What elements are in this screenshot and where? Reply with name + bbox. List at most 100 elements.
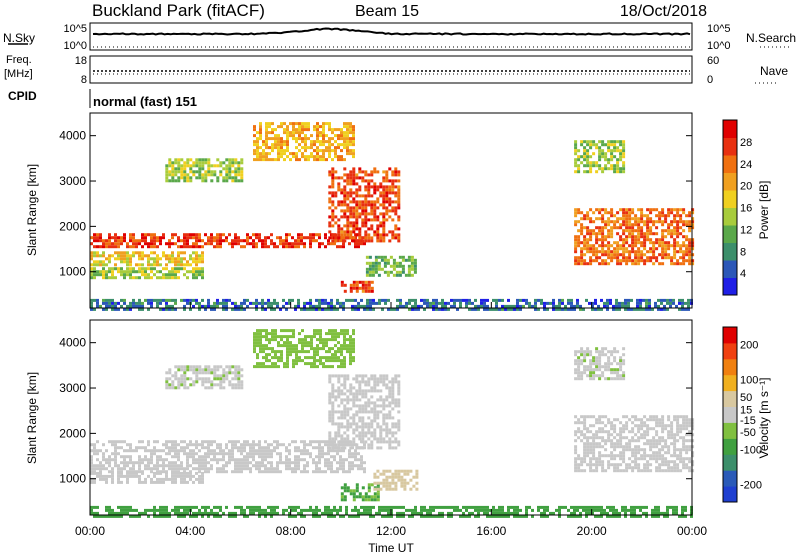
freq-label-line2: [MHz] xyxy=(4,68,33,80)
power-cbar-cell xyxy=(723,120,737,138)
velocity-cbar-tick: -15 xyxy=(740,415,756,427)
cpid-mode: normal (fast) 151 xyxy=(93,94,197,109)
power-region-0 xyxy=(90,233,366,249)
power-region-9 xyxy=(574,140,626,174)
velocity-data xyxy=(90,329,695,518)
power-cbar-tick: 24 xyxy=(740,159,752,171)
power-cbar-cell xyxy=(723,277,737,296)
power-cbar-cell xyxy=(723,225,737,243)
freq-panel: Freq. [MHz] 18 8 60 0 Nave xyxy=(4,54,788,86)
power-cbar-tick: 20 xyxy=(740,181,752,193)
power-cbar-cell xyxy=(723,155,737,173)
velocity-cbar-tick: 15 xyxy=(740,404,752,416)
noise-sky-label: N.Sky xyxy=(3,31,35,45)
freq-panel-frame xyxy=(89,55,693,84)
velocity-region-3 xyxy=(165,365,244,390)
xtick-label: 08:00 xyxy=(276,524,306,538)
power-colorbar: 4 8 12 16 20 24 28 xyxy=(722,119,752,296)
noise-sky-line xyxy=(92,27,691,36)
power-cbar-tick: 4 xyxy=(740,268,746,280)
velocity-cbar-cell xyxy=(723,470,737,487)
velocity-cbar-cell xyxy=(723,422,737,439)
velocity-cbar-cell xyxy=(723,486,737,503)
power-region-10 xyxy=(90,298,693,311)
velocity-cbar-cell xyxy=(723,390,737,407)
power-region-6 xyxy=(340,280,374,293)
noise-search-label: N.Search xyxy=(746,31,796,45)
velocity-ytick-label: 2000 xyxy=(59,426,86,440)
power-cbar-cell xyxy=(723,260,737,278)
velocity-region-7 xyxy=(574,415,695,473)
velocity-cbar-tick: -200 xyxy=(740,480,762,492)
velocity-panel: 1000 2000 3000 4000 00:00 04:00 08:00 12:00 16:… xyxy=(25,302,771,554)
freq-right-tick-top: 60 xyxy=(707,55,719,67)
power-cbar-cell xyxy=(723,137,737,156)
velocity-cbar-tick: 100 xyxy=(740,375,758,387)
date-label: 18/Oct/2018 xyxy=(620,3,707,20)
velocity-region-5 xyxy=(340,483,380,502)
power-region-2 xyxy=(90,267,204,280)
power-ytick-label: 2000 xyxy=(59,219,86,233)
power-cbar-cell xyxy=(723,242,737,261)
power-ytick-label: 4000 xyxy=(59,129,86,143)
velocity-cbar-cell xyxy=(723,358,737,376)
velocity-region-9 xyxy=(90,505,693,518)
noise-left-tick-bottom: 10^0 xyxy=(63,40,87,52)
beam-label: Beam 15 xyxy=(355,3,419,20)
power-cbar-cell xyxy=(723,190,737,208)
noise-panel: N.Sky 10^5 10^0 10^5 10^0 N.Search xyxy=(3,22,796,52)
xtick-label: 16:00 xyxy=(476,524,506,538)
velocity-cbar-tick: -100 xyxy=(740,445,762,457)
freq-label-line1: Freq. xyxy=(6,54,32,66)
velocity-cbar-cell xyxy=(723,438,737,455)
velocity-region-2 xyxy=(328,374,401,450)
freq-left-tick-bottom: 8 xyxy=(81,74,87,86)
velocity-ytick-label: 4000 xyxy=(59,336,86,350)
velocity-cbar-cell xyxy=(723,454,737,471)
power-cbar-label: Power [dB] xyxy=(757,181,771,240)
power-region-7 xyxy=(365,255,417,277)
power-region-5 xyxy=(253,122,355,162)
power-cbar-tick: 16 xyxy=(740,203,752,215)
velocity-cbar-tick: -50 xyxy=(740,427,756,439)
power-cbar-tick: 28 xyxy=(740,137,752,149)
power-ytick-label: 1000 xyxy=(59,265,86,279)
power-cbar-tick: 8 xyxy=(740,246,746,258)
power-cbar-tick: 12 xyxy=(740,224,752,236)
site-title: Buckland Park (fitACF) xyxy=(92,1,265,20)
velocity-cbar-frame xyxy=(722,326,738,503)
cpid-panel: CPID normal (fast) 151 xyxy=(8,89,197,109)
power-region-4 xyxy=(165,158,244,183)
velocity-ytick-label: 3000 xyxy=(59,381,86,395)
power-data xyxy=(90,122,695,311)
power-region-8 xyxy=(574,208,695,266)
xtick-label: 00:00 xyxy=(677,524,707,538)
noise-right-tick-top: 10^5 xyxy=(707,23,731,35)
velocity-ylabel: Slant Range [km] xyxy=(25,372,39,464)
power-ylabel: Slant Range [km] xyxy=(25,164,39,256)
velocity-region-1 xyxy=(90,471,204,484)
xtick-label: 04:00 xyxy=(175,524,205,538)
velocity-cbar-cell xyxy=(723,327,737,344)
power-ytick-label: 3000 xyxy=(59,174,86,188)
noise-panel-frame xyxy=(89,22,693,51)
power-cbar-frame xyxy=(722,119,738,296)
velocity-region-4 xyxy=(253,329,355,369)
nave-label: Nave xyxy=(760,64,788,78)
xtick-label: 00:00 xyxy=(75,524,105,538)
freq-right-tick-bottom: 0 xyxy=(707,74,713,86)
cpid-label: CPID xyxy=(8,89,37,103)
velocity-cbar-tick: 50 xyxy=(740,392,752,404)
xtick-label: 20:00 xyxy=(577,524,607,538)
velocity-cbar-cell xyxy=(723,374,737,392)
noise-left-tick-top: 10^5 xyxy=(63,23,87,35)
velocity-region-8 xyxy=(574,347,626,381)
velocity-ytick-label: 1000 xyxy=(59,472,86,486)
power-region-1 xyxy=(90,251,204,267)
velocity-region-0 xyxy=(90,440,366,474)
power-cbar-cell xyxy=(723,172,737,191)
power-panel: 1000 2000 3000 4000 Slant Range [km] 4 8 12 16… xyxy=(25,112,771,311)
xtick-label: 12:00 xyxy=(376,524,406,538)
